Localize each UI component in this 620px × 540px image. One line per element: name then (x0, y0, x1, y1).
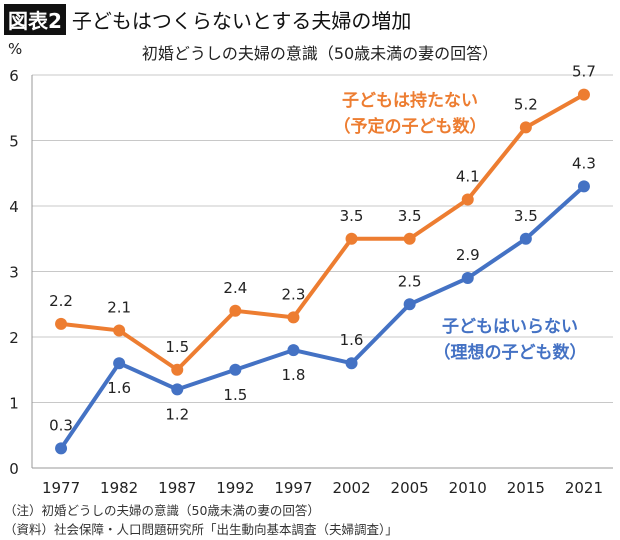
data-label: 2.4 (223, 279, 247, 297)
x-tick-label: 1982 (100, 479, 138, 497)
y-tick-label: 4 (9, 198, 19, 216)
data-label: 2.2 (49, 292, 73, 310)
y-tick-label: 3 (9, 264, 19, 282)
data-point (403, 232, 416, 245)
data-point (461, 193, 474, 206)
data-label: 1.8 (282, 366, 306, 384)
data-label: 2.3 (282, 285, 306, 303)
data-label: 3.5 (340, 207, 364, 225)
data-point (55, 317, 68, 330)
series-line (60, 92, 585, 372)
data-point (229, 363, 242, 376)
data-label: 1.5 (223, 386, 247, 404)
data-label: 2.1 (107, 298, 131, 316)
data-point (229, 304, 242, 317)
data-label: 0.3 (49, 416, 73, 434)
data-point (287, 344, 300, 357)
data-label: 5.2 (514, 95, 538, 113)
line-chart: 0 1 2 3 4 5 6 1977 1982 1987 1992 1997 2002 2005 2010 2… (9, 63, 613, 497)
figure-heading: 子どもはつくらないとする夫婦の増加 (71, 9, 412, 33)
figure-title: 図表2 子どもはつくらないとする夫婦の増加 (4, 4, 411, 35)
data-label: 1.5 (165, 338, 189, 356)
figure-tag: 図表2 (4, 4, 66, 35)
x-tick-label: 2002 (332, 479, 370, 497)
legend-label: 子どもはいらない (442, 317, 578, 337)
data-point (519, 121, 532, 134)
data-point (171, 383, 184, 396)
data-point (577, 180, 590, 193)
series-line (59, 184, 586, 450)
data-point (345, 232, 358, 245)
data-label: 1.6 (107, 379, 131, 397)
data-label: 1.2 (165, 405, 189, 423)
data-label: 4.3 (572, 154, 596, 172)
data-point (461, 272, 474, 285)
source: （資料）社会保障・人口問題研究所「出生動向基本調査（夫婦調査）」 (4, 522, 398, 537)
y-tick-label: 5 (9, 133, 19, 151)
data-label: 2.9 (456, 246, 480, 264)
y-tick-label: 2 (9, 329, 19, 347)
data-point (55, 442, 68, 455)
legend-label: （予定の子ども数） (334, 116, 487, 137)
y-tick-label: 1 (9, 395, 19, 413)
chart-title: 初婚どうしの夫婦の意識（50歳未満の妻の回答） (141, 44, 499, 63)
x-tick-label: 1987 (158, 479, 196, 497)
data-label: 4.1 (456, 167, 480, 185)
x-tick-label: 1992 (216, 479, 254, 497)
data-point (171, 363, 184, 376)
data-point (403, 298, 416, 311)
x-tick-label: 1977 (42, 479, 80, 497)
x-tick-label: 1997 (274, 479, 312, 497)
legend-label: 子どもは持たない (342, 90, 478, 111)
data-label: 3.5 (398, 207, 422, 225)
note: （注）初婚どうしの夫婦の意識（50歳未満の妻の回答） (4, 503, 320, 518)
x-tick-label: 2021 (565, 479, 603, 497)
data-point (345, 357, 358, 370)
x-tick-label: 2015 (507, 479, 545, 497)
y-axis-unit: % (8, 40, 23, 58)
x-tick-label: 2010 (449, 479, 487, 497)
x-tick-label: 2005 (391, 479, 429, 497)
legend-label: （理想の子ども数） (434, 342, 587, 363)
data-label: 5.7 (572, 63, 596, 81)
data-label: 1.6 (340, 331, 364, 349)
data-point (577, 88, 590, 101)
data-label: 2.5 (398, 272, 422, 290)
data-label: 3.5 (514, 207, 538, 225)
data-point (287, 311, 300, 324)
y-tick-label: 6 (9, 67, 19, 85)
y-tick-label: 0 (9, 460, 19, 478)
data-point (519, 232, 532, 245)
data-point (113, 357, 126, 370)
data-point (113, 324, 126, 337)
